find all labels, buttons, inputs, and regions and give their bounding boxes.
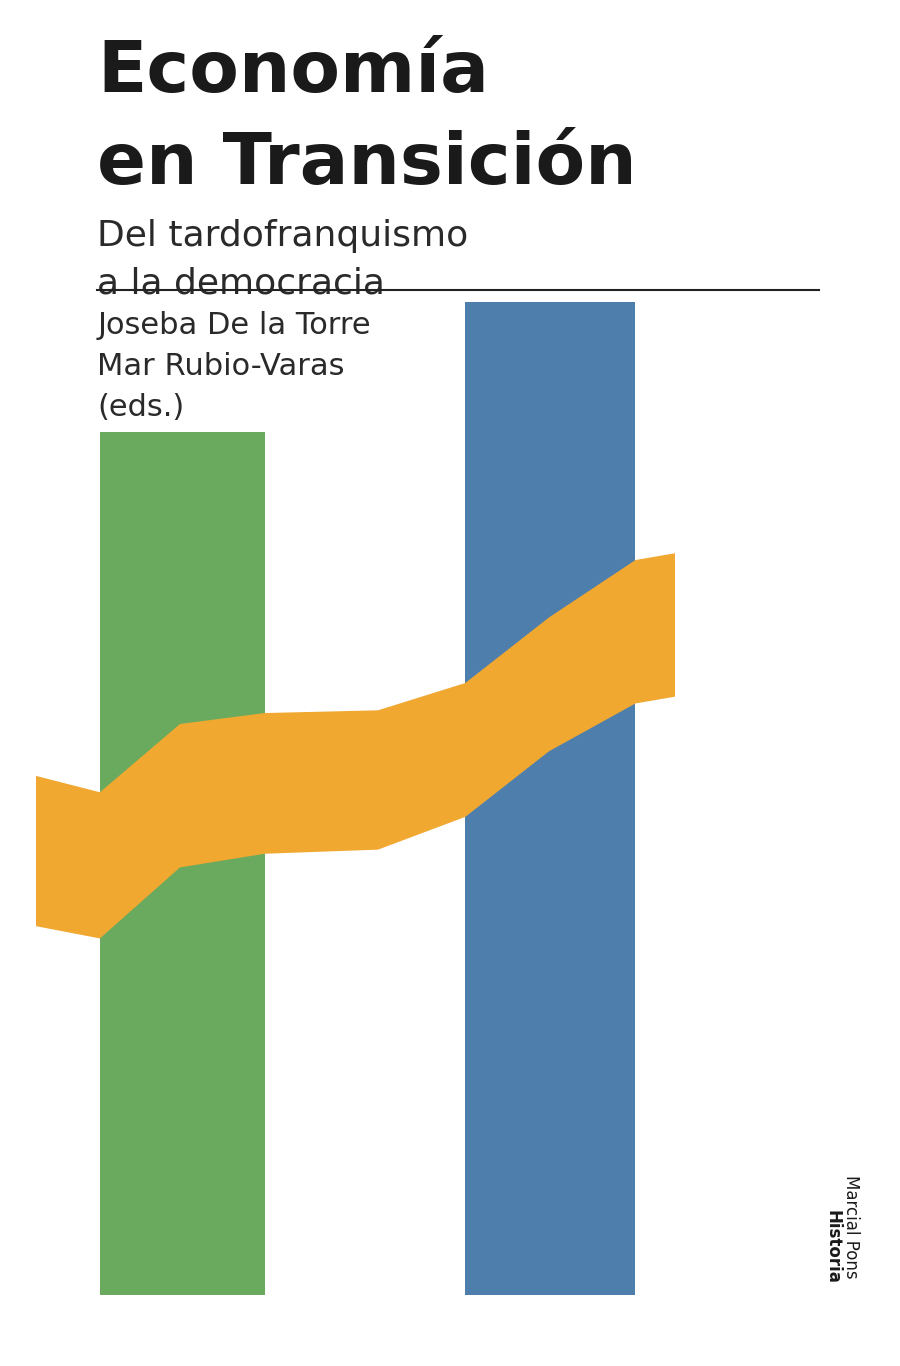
- Text: a la democracia: a la democracia: [97, 266, 385, 301]
- Text: (eds.): (eds.): [97, 393, 184, 422]
- Polygon shape: [36, 553, 675, 938]
- Text: Joseba De la Torre: Joseba De la Torre: [97, 311, 371, 340]
- Bar: [465, 302, 635, 1295]
- Text: en Transición: en Transición: [97, 130, 637, 199]
- Text: Marcial Pons: Marcial Pons: [842, 1175, 859, 1284]
- Text: Historia: Historia: [824, 1210, 842, 1284]
- Text: Del tardofranquismo: Del tardofranquismo: [97, 219, 468, 253]
- Bar: [100, 432, 265, 1295]
- Text: Economía: Economía: [97, 38, 489, 108]
- Text: Mar Rubio-Varas: Mar Rubio-Varas: [97, 352, 345, 381]
